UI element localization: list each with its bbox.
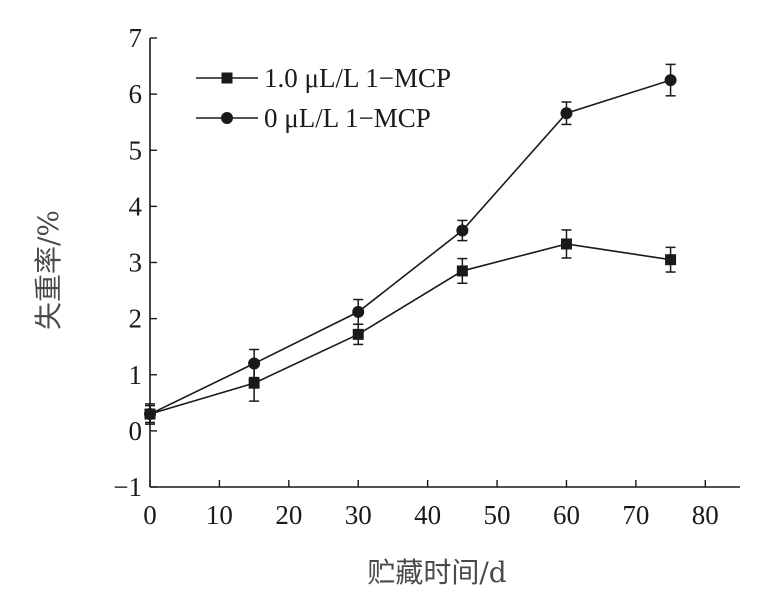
y-tick-label: 4 <box>129 191 143 221</box>
series-line <box>149 243 671 415</box>
legend-label: 1.0 μL/L 1−MCP <box>264 63 451 93</box>
x-ticks: 0 10 20 30 40 50 60 70 80 <box>143 480 719 530</box>
legend-item: 1.0 μL/L 1−MCP <box>196 63 451 93</box>
legend-item: 0 μL/L 1−MCP <box>196 103 431 133</box>
x-tick-label: 20 <box>275 500 302 530</box>
data-point <box>665 254 677 266</box>
y-tick-label: 1 <box>129 360 143 390</box>
x-tick-label: 50 <box>484 500 511 530</box>
data-point <box>456 265 468 277</box>
data-point <box>248 357 261 370</box>
series-2 <box>144 63 677 425</box>
y-axis-title: 失重率/% <box>32 210 65 330</box>
legend-marker <box>221 72 233 84</box>
x-axis-title: 贮藏时间/d <box>367 556 506 589</box>
data-point <box>352 305 365 318</box>
x-tick-label: 40 <box>414 500 441 530</box>
legend-label: 0 μL/L 1−MCP <box>264 103 431 133</box>
x-tick-label: 30 <box>345 500 372 530</box>
x-tick-label: 10 <box>206 500 233 530</box>
data-point <box>456 224 469 237</box>
legend-marker <box>221 112 233 124</box>
x-tick-label: 70 <box>622 500 649 530</box>
data-point <box>248 377 260 389</box>
y-tick-label: 5 <box>129 135 143 165</box>
series-layer <box>144 63 677 425</box>
y-ticks: −1 0 1 2 3 4 5 6 7 <box>113 23 157 502</box>
y-tick-label: 7 <box>129 23 143 53</box>
axes <box>149 38 740 488</box>
legend: 1.0 μL/L 1−MCP 0 μL/L 1−MCP <box>196 63 451 133</box>
y-tick-label: 6 <box>129 79 143 109</box>
series-line <box>149 79 671 415</box>
x-tick-label: 60 <box>553 500 580 530</box>
series-1 <box>144 229 677 424</box>
y-tick-label: 3 <box>129 248 143 278</box>
data-point <box>352 328 364 340</box>
x-tick-label: 0 <box>143 500 157 530</box>
y-tick-label: 0 <box>129 416 143 446</box>
data-point <box>560 238 572 250</box>
x-tick-label: 80 <box>692 500 719 530</box>
y-tick-label: 2 <box>129 304 143 334</box>
data-point <box>560 107 573 120</box>
data-point <box>144 408 156 421</box>
data-point <box>664 74 677 87</box>
y-tick-label: −1 <box>113 472 142 502</box>
